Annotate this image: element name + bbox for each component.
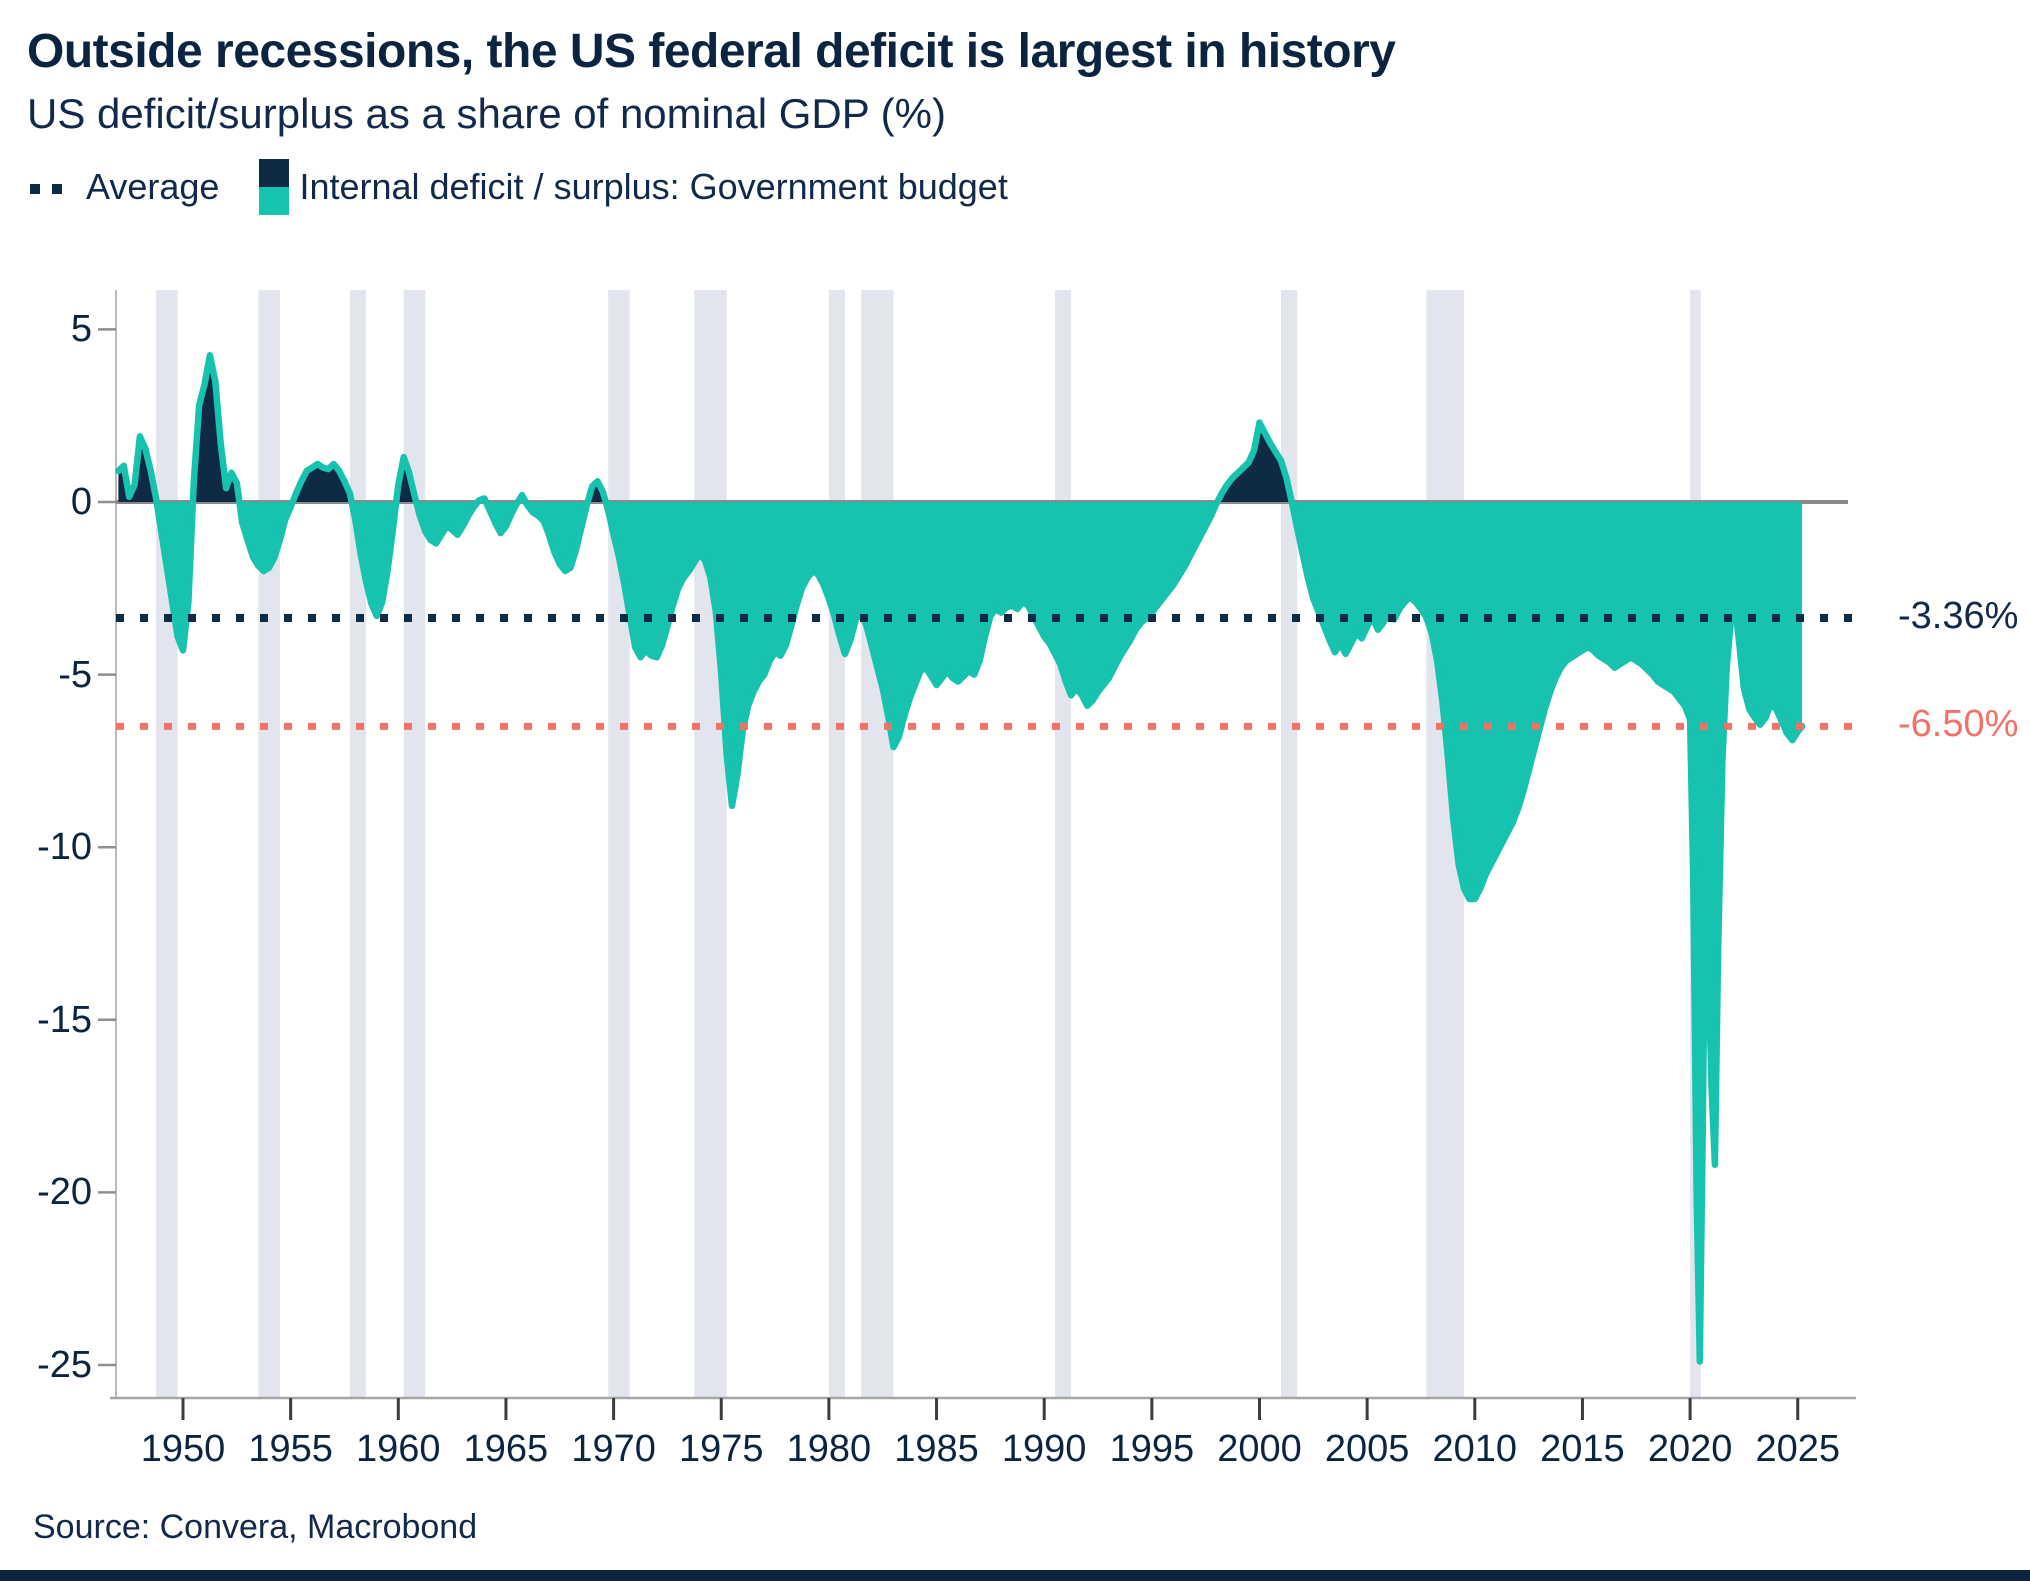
latest-value-label: -6.50% [1898, 703, 2019, 746]
recession-band [403, 290, 426, 1398]
series-legend-label: Internal deficit / surplus: Government b… [299, 166, 1008, 207]
x-axis-label: 1960 [356, 1428, 441, 1470]
x-axis-label: 1965 [463, 1428, 549, 1470]
average-legend-label: Average [86, 166, 220, 207]
recession-band [828, 290, 845, 1398]
x-axis-label: 2005 [1324, 1428, 1410, 1470]
x-axis-label: 2000 [1217, 1428, 1302, 1470]
recession-band [694, 290, 727, 1398]
series-outline [115, 352, 1806, 1365]
x-axis-label: 1995 [1109, 1428, 1195, 1470]
y-axis-label: -20 [37, 1171, 92, 1214]
x-axis-label: 2025 [1755, 1428, 1841, 1470]
y-axis-label: -5 [58, 653, 92, 696]
x-axis-label: 2020 [1647, 1428, 1733, 1470]
x-axis-label: 1970 [571, 1428, 656, 1470]
x-axis-label: 1980 [786, 1428, 872, 1470]
recession-band [861, 290, 894, 1398]
recession-band [608, 290, 630, 1398]
recession-band [258, 290, 280, 1398]
x-axis-label: 1955 [248, 1428, 333, 1470]
y-axis-label: -15 [37, 998, 92, 1041]
x-axis-label: 1985 [894, 1428, 979, 1470]
x-axis-label: 2010 [1432, 1428, 1518, 1470]
x-axis-label: 1975 [678, 1428, 764, 1470]
y-axis-label: -25 [37, 1344, 92, 1386]
x-axis-label: 1950 [140, 1428, 226, 1470]
average-dotted-marker [28, 184, 74, 194]
y-axis-label: 0 [70, 481, 92, 523]
recession-band [1055, 290, 1072, 1398]
page-subtitle: US deficit/surplus as a share of nominal… [27, 90, 946, 137]
x-axis-label: 2015 [1540, 1428, 1625, 1470]
recession-band [1281, 290, 1298, 1398]
deficit-area-negative [118, 502, 1803, 1362]
series-swatch [259, 159, 290, 215]
x-axis-label: 1990 [1001, 1428, 1087, 1470]
y-axis-label: -10 [37, 826, 92, 869]
bottom-accent-bar [0, 1570, 2030, 1581]
average-value-label: -3.36% [1898, 594, 2019, 637]
page-title: Outside recessions, the US federal defic… [27, 25, 1396, 78]
source-text: Source: Convera, Macrobond [33, 1508, 478, 1546]
legend: Average Internal deficit / surplus: Gove… [28, 158, 1008, 216]
recession-band [349, 290, 366, 1398]
x-axis-ticks [181, 1398, 1800, 1420]
recession-band [156, 290, 178, 1398]
y-axis-label: 5 [70, 308, 92, 351]
y-axis-ticks [98, 328, 116, 1367]
